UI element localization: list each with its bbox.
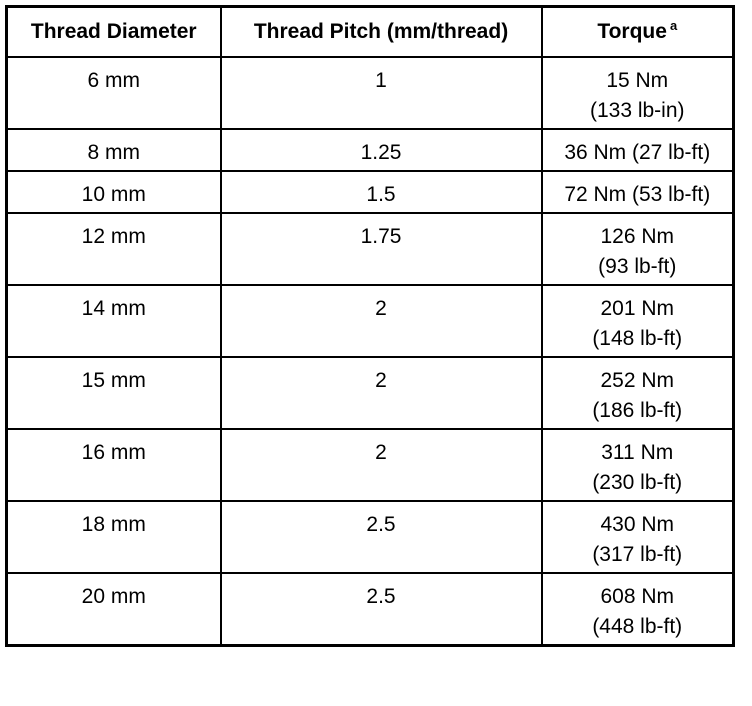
thread-pitch: 2.5	[366, 513, 396, 536]
table-row: 18 mm 2.5 430 Nm (317 lb-ft)	[5, 500, 735, 574]
table-cell: 12 mm	[5, 212, 222, 286]
torque-line: (230 lb-ft)	[592, 471, 683, 494]
torque-line: (186 lb-ft)	[592, 399, 683, 422]
thread-pitch: 1	[375, 69, 387, 92]
torque-line: (133 lb-in)	[589, 99, 685, 122]
table-cell: 126 Nm (93 lb-ft)	[540, 212, 735, 286]
table-row: 8 mm 1.25 36 Nm (27 lb-ft)	[5, 128, 735, 172]
thread-diameter: 8 mm	[87, 141, 141, 164]
thread-pitch: 1.75	[360, 225, 402, 248]
table-row: 14 mm 2 201 Nm (148 lb-ft)	[5, 284, 735, 358]
thread-diameter: 18 mm	[81, 513, 146, 536]
thread-diameter: 20 mm	[81, 585, 146, 608]
table-cell: 252 Nm (186 lb-ft)	[540, 356, 735, 430]
table-cell: 15 Nm (133 lb-in)	[540, 56, 735, 130]
table-cell: 2	[219, 284, 543, 358]
torque-line: 72 Nm (53 lb-ft)	[564, 183, 711, 206]
thread-pitch: 2	[375, 441, 387, 464]
table-cell: 1.25	[219, 128, 543, 172]
torque-line: (93 lb-ft)	[598, 255, 677, 278]
header-cell: Thread Pitch (mm/thread)	[219, 5, 543, 58]
header-text: Torque	[597, 20, 667, 43]
table-body: 6 mm 1 15 Nm (133 lb-in) 8 mm 1.25 36 Nm (27 l…	[5, 56, 735, 646]
thread-pitch: 2.5	[366, 585, 396, 608]
header-text: Thread Pitch (mm/thread)	[253, 20, 509, 43]
table-cell: 1	[219, 56, 543, 130]
thread-diameter: 10 mm	[81, 183, 146, 206]
table-cell: 18 mm	[5, 500, 222, 574]
table-cell: 430 Nm (317 lb-ft)	[540, 500, 735, 574]
table-row: 16 mm 2 311 Nm (230 lb-ft)	[5, 428, 735, 502]
thread-pitch: 2	[375, 369, 387, 392]
torque-line: 430 Nm	[600, 513, 675, 536]
table-cell: 10 mm	[5, 170, 222, 214]
torque-line: 252 Nm	[600, 369, 675, 392]
table-cell: 8 mm	[5, 128, 222, 172]
table-cell: 2.5	[219, 572, 543, 646]
torque-table: Thread Diameter Thread Pitch (mm/thread)…	[5, 5, 735, 647]
thread-pitch: 1.5	[366, 183, 396, 206]
table-row: 15 mm 2 252 Nm (186 lb-ft)	[5, 356, 735, 430]
torque-line: 201 Nm	[600, 297, 675, 320]
table-row: 12 mm 1.75 126 Nm (93 lb-ft)	[5, 212, 735, 286]
torque-line: 15 Nm	[606, 69, 669, 92]
thread-pitch: 2	[375, 297, 387, 320]
header-text: Thread Diameter	[30, 20, 197, 43]
header-row: Thread Diameter Thread Pitch (mm/thread)…	[5, 5, 735, 58]
torque-line: 608 Nm	[600, 585, 675, 608]
table-cell: 311 Nm (230 lb-ft)	[540, 428, 735, 502]
footnote-marker: a	[669, 18, 678, 33]
table-cell: 36 Nm (27 lb-ft)	[540, 128, 735, 172]
table-cell: 14 mm	[5, 284, 222, 358]
table-cell: 15 mm	[5, 356, 222, 430]
table-cell: 201 Nm (148 lb-ft)	[540, 284, 735, 358]
table-cell: 2	[219, 428, 543, 502]
table-row: 10 mm 1.5 72 Nm (53 lb-ft)	[5, 170, 735, 214]
torque-line: 126 Nm	[600, 225, 675, 248]
thread-diameter: 15 mm	[81, 369, 146, 392]
table-cell: 1.5	[219, 170, 543, 214]
header-cell: Thread Diameter	[5, 5, 222, 58]
thread-diameter: 14 mm	[81, 297, 146, 320]
table-cell: 608 Nm (448 lb-ft)	[540, 572, 735, 646]
table-cell: 6 mm	[5, 56, 222, 130]
table-cell: 16 mm	[5, 428, 222, 502]
table-row: 20 mm 2.5 608 Nm (448 lb-ft)	[5, 572, 735, 646]
table-cell: 1.75	[219, 212, 543, 286]
table-cell: 2	[219, 356, 543, 430]
header-cell: Torque a	[540, 5, 735, 58]
table-row: 6 mm 1 15 Nm (133 lb-in)	[5, 56, 735, 130]
table-header: Thread Diameter Thread Pitch (mm/thread)…	[5, 5, 735, 58]
table-cell: 72 Nm (53 lb-ft)	[540, 170, 735, 214]
table-cell: 20 mm	[5, 572, 222, 646]
thread-diameter: 16 mm	[81, 441, 146, 464]
table-cell: 2.5	[219, 500, 543, 574]
torque-line: (148 lb-ft)	[592, 327, 683, 350]
torque-line: 311 Nm	[601, 441, 674, 464]
torque-line: 36 Nm (27 lb-ft)	[564, 141, 711, 164]
torque-line: (317 lb-ft)	[592, 543, 683, 566]
torque-line: (448 lb-ft)	[592, 615, 683, 638]
thread-diameter: 12 mm	[81, 225, 146, 248]
thread-pitch: 1.25	[360, 141, 402, 164]
thread-diameter: 6 mm	[87, 69, 141, 92]
